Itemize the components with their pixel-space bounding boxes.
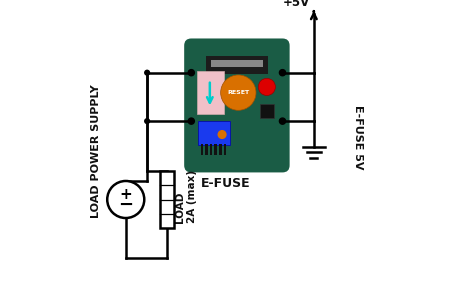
Circle shape: [280, 118, 285, 124]
Text: +: +: [120, 187, 132, 202]
Bar: [197, 71, 224, 114]
Circle shape: [107, 181, 144, 218]
Text: E-FUSE: E-FUSE: [201, 177, 250, 190]
Text: E-FUSE 5V: E-FUSE 5V: [353, 105, 363, 169]
Text: LOAD
2A (max): LOAD 2A (max): [175, 170, 197, 223]
Bar: [219, 144, 221, 155]
Text: LOAD POWER SUPPLY: LOAD POWER SUPPLY: [91, 84, 101, 218]
Circle shape: [280, 70, 285, 76]
Bar: [210, 144, 212, 155]
Circle shape: [221, 75, 256, 110]
Bar: [201, 144, 203, 155]
Text: RESET: RESET: [227, 90, 249, 95]
Circle shape: [258, 78, 276, 95]
Text: −: −: [118, 196, 133, 214]
Bar: [211, 60, 262, 67]
Bar: [260, 104, 274, 118]
Bar: [214, 144, 217, 155]
Text: +5V: +5V: [282, 0, 309, 9]
FancyBboxPatch shape: [184, 38, 290, 172]
Circle shape: [217, 130, 227, 139]
Bar: [160, 171, 174, 228]
Circle shape: [188, 70, 194, 76]
Circle shape: [188, 118, 194, 124]
Bar: [224, 144, 226, 155]
Bar: [198, 121, 230, 145]
Circle shape: [144, 118, 150, 124]
Bar: [206, 56, 268, 74]
Circle shape: [144, 70, 150, 76]
Bar: [205, 144, 208, 155]
